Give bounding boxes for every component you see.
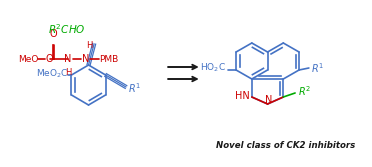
Text: N: N (64, 54, 71, 64)
Text: HO$_2$C: HO$_2$C (200, 62, 226, 74)
Text: HN: HN (235, 91, 250, 101)
Text: MeO: MeO (18, 54, 38, 63)
Text: N: N (265, 95, 272, 105)
Text: PMB: PMB (99, 54, 119, 63)
Text: $R^2$CHO: $R^2$CHO (48, 22, 86, 36)
Text: $R^1$: $R^1$ (311, 61, 324, 75)
Text: $R^2$: $R^2$ (298, 84, 311, 98)
Text: MeO$_2$C: MeO$_2$C (36, 68, 68, 80)
Text: O: O (49, 29, 57, 39)
Text: H: H (87, 41, 93, 50)
Text: H: H (65, 68, 71, 77)
Text: Novel class of CK2 inhibitors: Novel class of CK2 inhibitors (216, 140, 355, 149)
Text: $R^1$: $R^1$ (128, 81, 141, 95)
Text: N: N (82, 54, 89, 64)
Text: O: O (45, 54, 53, 64)
